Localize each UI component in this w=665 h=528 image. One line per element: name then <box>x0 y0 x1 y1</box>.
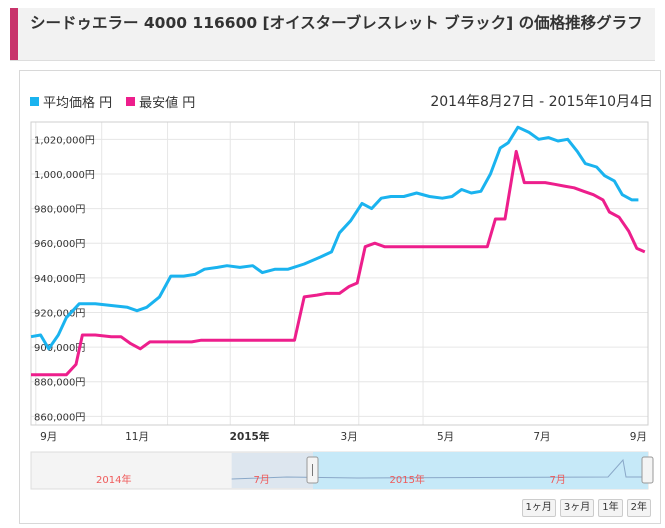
x-tick-label: 7月 <box>533 431 550 443</box>
y-tick-label: 940,000円 <box>34 274 85 285</box>
legend-label-min: 最安値 円 <box>139 96 196 111</box>
navigator-label: 2015年 <box>389 473 424 486</box>
legend-item-min[interactable]: 最安値 円 <box>126 92 195 111</box>
navigator-handle-right[interactable] <box>641 456 654 484</box>
series-line-avg[interactable] <box>30 125 639 351</box>
x-tick-label: 5月 <box>437 431 454 443</box>
series-line-min[interactable] <box>31 149 646 377</box>
legend-label-avg: 平均価格 円 <box>43 96 113 111</box>
y-tick-label: 980,000円 <box>34 205 85 216</box>
x-tick-label: 2015年 <box>230 430 270 443</box>
x-tick-label: 9月 <box>630 431 647 443</box>
legend-swatch-min <box>126 97 136 106</box>
x-tick-label: 3月 <box>341 431 358 443</box>
page-header: シードゥエラー 4000 116600 [オイスターブレスレット ブラック] の… <box>10 8 655 61</box>
chart-panel <box>19 70 661 524</box>
y-tick-label: 960,000円 <box>34 239 85 250</box>
y-tick-label: 880,000円 <box>34 378 85 389</box>
navigator-label: 2014年 <box>96 473 131 486</box>
legend-swatch-avg <box>30 97 39 106</box>
range-button-2[interactable]: 1年 <box>598 499 623 517</box>
range-button-3[interactable]: 2年 <box>626 499 651 517</box>
range-button-0[interactable]: 1ヶ月 <box>521 499 556 517</box>
navigator-selection <box>313 452 648 489</box>
navigator-series-line <box>231 458 648 480</box>
navigator-label: 7月 <box>254 474 270 486</box>
x-tick-label: 9月 <box>40 431 57 443</box>
page-title: シードゥエラー 4000 116600 [オイスターブレスレット ブラック] の… <box>30 14 643 32</box>
y-tick-label: 900,000円 <box>34 343 85 354</box>
range-selector: 1ヶ月 3ヶ月 1年 2年 <box>521 499 651 517</box>
y-tick-label: 860,000円 <box>34 412 85 423</box>
chart-legend: 平均価格 円 最安値 円 <box>30 92 195 111</box>
header-accent-bar <box>10 8 18 60</box>
y-tick-label: 1,000,000円 <box>34 170 95 181</box>
navigator-label: 7月 <box>550 474 566 486</box>
date-range-label: 2014年8月27日 - 2015年10月4日 <box>430 94 653 110</box>
legend-item-avg[interactable]: 平均価格 円 <box>30 92 112 111</box>
y-tick-label: 920,000円 <box>34 308 85 319</box>
y-tick-label: 1,020,000円 <box>34 135 95 146</box>
x-tick-label: 11月 <box>125 431 149 443</box>
plot-area-border <box>30 121 649 426</box>
range-button-1[interactable]: 3ヶ月 <box>559 499 595 517</box>
